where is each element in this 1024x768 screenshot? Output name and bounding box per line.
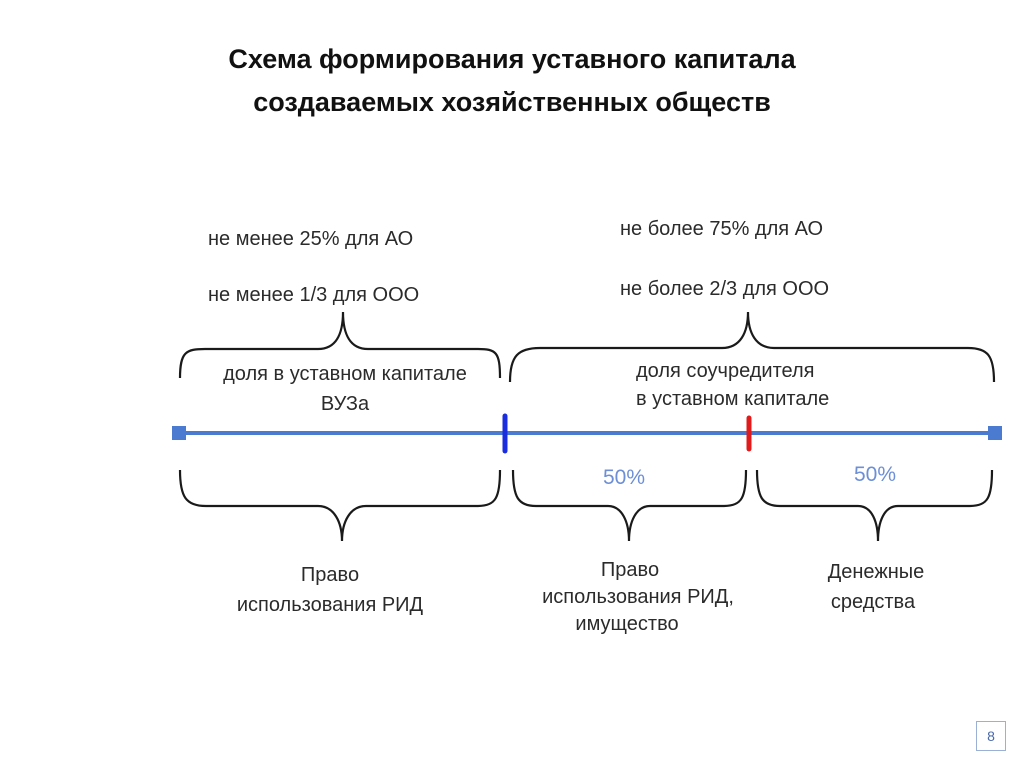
bottom-right-label: Денежные средства bbox=[790, 557, 970, 617]
bottom-right-line-1: Денежные bbox=[827, 561, 925, 583]
bottom-middle-line-2: использования РИД, bbox=[542, 586, 734, 608]
max-share-ao-label: не более 75% для АО bbox=[620, 218, 824, 240]
title-line-2: создаваемых хозяйственных обществ bbox=[253, 87, 771, 117]
brace-bottom-middle bbox=[511, 469, 748, 542]
brace-bottom-left bbox=[178, 469, 502, 542]
university-share-line-2: ВУЗа bbox=[320, 393, 370, 415]
bottom-left-label: Право использования РИД bbox=[190, 560, 500, 620]
slide-title: Схема формирования уставного капитала со… bbox=[0, 38, 1024, 124]
bottom-left-line-1: Право bbox=[300, 564, 360, 586]
title-line-1: Схема формирования уставного капитала bbox=[228, 44, 796, 74]
bottom-right-line-2: средства bbox=[830, 591, 916, 613]
cofounder-share-line-2: в уставном капитале bbox=[636, 388, 830, 410]
bottom-middle-line-1: Право bbox=[600, 559, 660, 581]
brace-university-share bbox=[178, 311, 502, 379]
university-share-label: доля в уставном капитале ВУЗа bbox=[190, 362, 500, 416]
percent-label-right: 50% bbox=[854, 463, 897, 486]
bottom-middle-label: Право использования РИД, имущество bbox=[508, 557, 768, 638]
brace-cofounder-share bbox=[508, 311, 996, 383]
bottom-left-line-2: использования РИД bbox=[236, 594, 424, 616]
university-share-line-1: доля в уставном капитале bbox=[223, 363, 467, 385]
min-share-ao-label: не менее 25% для АО bbox=[208, 228, 414, 250]
cofounder-share-label: доля соучредителя в уставном капитале bbox=[636, 357, 829, 413]
max-share-ooo-label: не более 2/3 для ООО bbox=[620, 278, 830, 300]
axis-left-endpoint bbox=[172, 426, 186, 440]
page-number: 8 bbox=[976, 721, 1006, 751]
percent-label-middle: 50% bbox=[603, 466, 646, 489]
brace-bottom-right bbox=[755, 469, 994, 542]
cofounder-share-line-1: доля соучредителя bbox=[636, 360, 815, 382]
min-share-ooo-label: не менее 1/3 для ООО bbox=[208, 284, 420, 306]
bottom-middle-line-3: имущество bbox=[575, 613, 679, 635]
axis-right-endpoint bbox=[988, 426, 1002, 440]
